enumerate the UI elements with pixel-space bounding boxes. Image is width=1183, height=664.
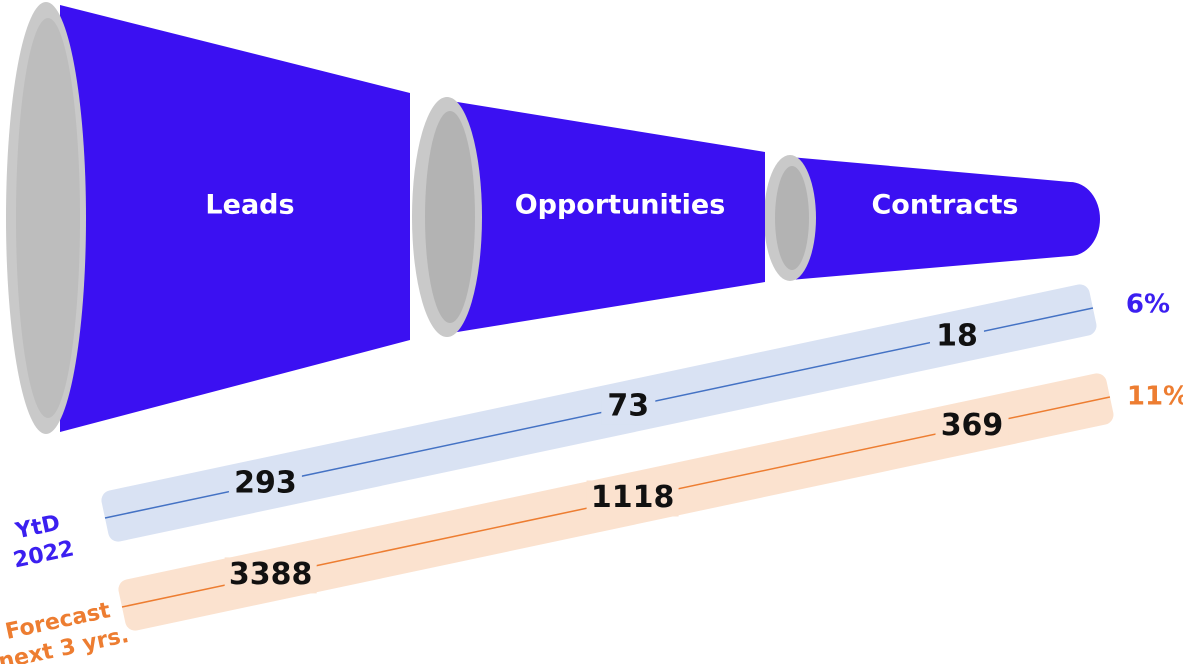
leads-cone — [6, 2, 410, 434]
value-bg — [935, 408, 1009, 445]
value: 369 — [941, 408, 1004, 443]
value-bg — [929, 318, 984, 355]
value-bg — [228, 465, 302, 502]
value: 73 — [607, 388, 649, 423]
value: 293 — [234, 465, 297, 500]
stage-label: Contracts — [871, 190, 1018, 221]
value: 3388 — [229, 557, 313, 592]
stage-label: Opportunities — [515, 190, 726, 221]
rate: 6% — [1126, 290, 1170, 320]
value-bg — [586, 480, 679, 517]
value: 1118 — [591, 480, 675, 515]
rate: 11% — [1127, 382, 1183, 412]
opportunities-cone — [412, 97, 765, 337]
contracts-cone — [764, 155, 1100, 281]
value-bg — [601, 388, 656, 425]
stage-label: Leads — [205, 190, 294, 221]
value-bg — [224, 557, 317, 594]
value: 18 — [936, 318, 978, 353]
